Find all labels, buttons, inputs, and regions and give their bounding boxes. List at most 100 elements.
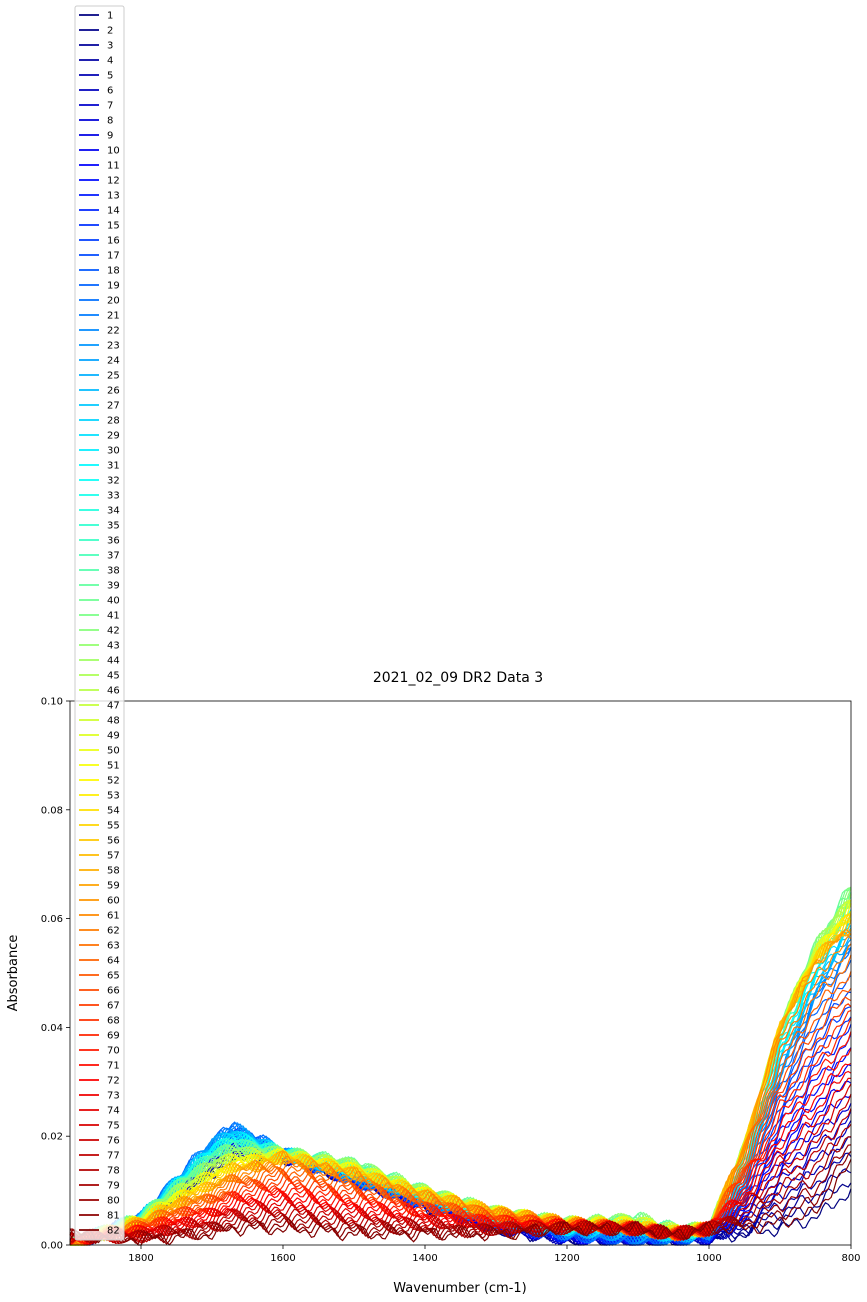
series-line-82 <box>69 1158 852 1246</box>
legend-label-34: 34 <box>107 506 120 517</box>
legend-label-58: 58 <box>107 866 120 877</box>
legend-label-36: 36 <box>107 536 120 547</box>
legend-label-78: 78 <box>107 1166 120 1177</box>
legend-label-24: 24 <box>107 356 120 367</box>
legend-label-16: 16 <box>107 236 120 247</box>
legend-label-22: 22 <box>107 326 120 337</box>
legend-label-80: 80 <box>107 1196 120 1207</box>
legend-label-53: 53 <box>107 791 120 802</box>
x-tick-label: 1600 <box>270 1253 295 1264</box>
y-axis: 0.00 0.02 0.04 0.06 0.08 0.10 <box>41 697 70 1252</box>
legend-label-67: 67 <box>107 1001 120 1012</box>
legend-label-3: 3 <box>107 41 113 52</box>
legend-label-27: 27 <box>107 401 120 412</box>
legend-label-9: 9 <box>107 131 113 142</box>
y-tick-label: 0.00 <box>41 1241 63 1252</box>
x-tick-label: 1400 <box>412 1253 437 1264</box>
legend-label-49: 49 <box>107 731 120 742</box>
legend-label-25: 25 <box>107 371 120 382</box>
y-tick-label: 0.10 <box>41 697 63 708</box>
legend-label-40: 40 <box>107 596 120 607</box>
legend-label-48: 48 <box>107 716 120 727</box>
legend-label-46: 46 <box>107 686 120 697</box>
legend-label-32: 32 <box>107 476 120 487</box>
legend-label-73: 73 <box>107 1091 120 1102</box>
legend-label-33: 33 <box>107 491 120 502</box>
series-line-72 <box>69 1062 852 1245</box>
legend-label-30: 30 <box>107 446 120 457</box>
legend-label-51: 51 <box>107 761 120 772</box>
legend-label-61: 61 <box>107 911 120 922</box>
legend-label-38: 38 <box>107 566 120 577</box>
chart-title: 2021_02_09 DR2 Data 3 <box>373 670 543 686</box>
series-line-81 <box>69 1150 852 1245</box>
y-tick-label: 0.04 <box>41 1023 63 1034</box>
x-tick-label: 1200 <box>554 1253 579 1264</box>
legend-label-21: 21 <box>107 311 120 322</box>
legend-label-8: 8 <box>107 116 113 127</box>
legend-label-44: 44 <box>107 656 120 667</box>
legend-label-28: 28 <box>107 416 120 427</box>
series-layer <box>69 886 852 1246</box>
legend-label-26: 26 <box>107 386 120 397</box>
legend-label-68: 68 <box>107 1016 120 1027</box>
legend-label-82: 82 <box>107 1226 120 1237</box>
legend-label-11: 11 <box>107 161 120 172</box>
legend-label-39: 39 <box>107 581 120 592</box>
legend-label-2: 2 <box>107 26 113 37</box>
x-tick-label: 1000 <box>696 1253 721 1264</box>
legend-label-59: 59 <box>107 881 120 892</box>
legend-label-74: 74 <box>107 1106 120 1117</box>
y-axis-label: Absorbance <box>6 935 21 1012</box>
x-tick-label: 1800 <box>128 1253 153 1264</box>
legend-label-63: 63 <box>107 941 120 952</box>
y-tick-label: 0.02 <box>41 1132 63 1143</box>
legend-label-64: 64 <box>107 956 120 967</box>
legend-label-62: 62 <box>107 926 120 937</box>
x-tick-label: 800 <box>841 1253 860 1264</box>
series-line-75 <box>69 1083 852 1243</box>
legend-label-18: 18 <box>107 266 120 277</box>
series-line-74 <box>69 1077 852 1244</box>
legend-label-47: 47 <box>107 701 120 712</box>
legend-label-57: 57 <box>107 851 120 862</box>
legend-label-37: 37 <box>107 551 120 562</box>
legend-label-31: 31 <box>107 461 120 472</box>
legend-label-72: 72 <box>107 1076 120 1087</box>
legend-label-75: 75 <box>107 1121 120 1132</box>
legend-label-60: 60 <box>107 896 120 907</box>
legend-label-15: 15 <box>107 221 120 232</box>
legend-label-10: 10 <box>107 146 120 157</box>
legend-label-23: 23 <box>107 341 120 352</box>
legend-label-6: 6 <box>107 86 113 97</box>
legend: 1234567891011121314151617181920212223242… <box>74 5 125 1241</box>
legend-label-54: 54 <box>107 806 120 817</box>
legend-label-79: 79 <box>107 1181 120 1192</box>
legend-label-1: 1 <box>107 11 113 22</box>
legend-label-69: 69 <box>107 1031 120 1042</box>
legend-label-7: 7 <box>107 101 113 112</box>
legend-label-77: 77 <box>107 1151 120 1162</box>
legend-label-19: 19 <box>107 281 120 292</box>
legend-label-29: 29 <box>107 431 120 442</box>
legend-label-5: 5 <box>107 71 113 82</box>
legend-label-35: 35 <box>107 521 120 532</box>
legend-label-50: 50 <box>107 746 120 757</box>
legend-label-65: 65 <box>107 971 120 982</box>
legend-label-14: 14 <box>107 206 120 217</box>
legend-label-42: 42 <box>107 626 120 637</box>
legend-label-4: 4 <box>107 56 113 67</box>
legend-label-13: 13 <box>107 191 120 202</box>
x-axis: 1800 1600 1400 1200 1000 800 <box>128 1245 861 1264</box>
legend-label-70: 70 <box>107 1046 120 1057</box>
legend-label-76: 76 <box>107 1136 120 1147</box>
legend-label-45: 45 <box>107 671 120 682</box>
legend-label-71: 71 <box>107 1061 120 1072</box>
legend-label-43: 43 <box>107 641 120 652</box>
legend-label-20: 20 <box>107 296 120 307</box>
legend-label-81: 81 <box>107 1211 120 1222</box>
series-line-70 <box>69 1031 852 1246</box>
legend-label-52: 52 <box>107 776 120 787</box>
legend-label-17: 17 <box>107 251 120 262</box>
